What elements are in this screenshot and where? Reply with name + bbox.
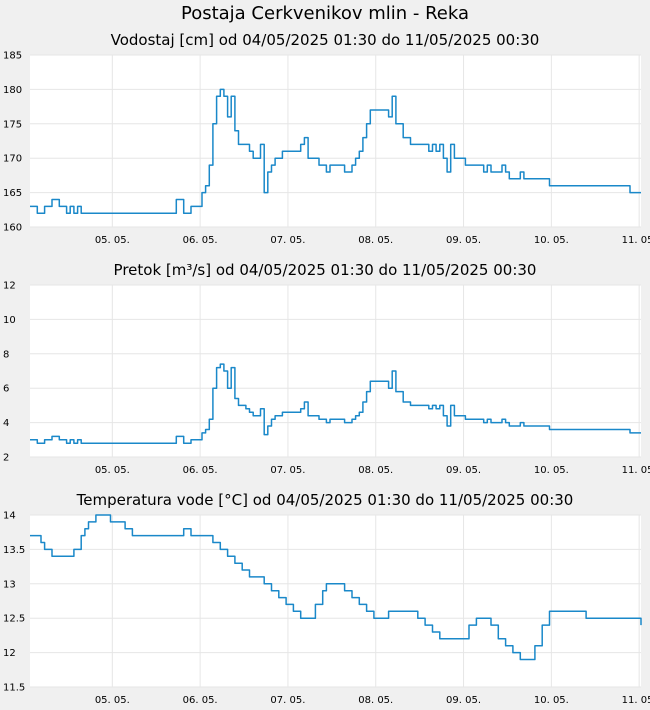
y-tick-label: 180 (3, 85, 22, 96)
y-tick-label: 165 (3, 188, 22, 199)
y-tick-label: 12 (3, 648, 16, 659)
x-tick-label: 09. 05. (446, 695, 481, 706)
x-tick-label: 06. 05. (183, 465, 218, 476)
y-tick-label: 12 (3, 281, 16, 292)
plot-area-temperatura (30, 515, 641, 687)
x-tick-label: 11. 05. (622, 235, 650, 246)
x-tick-label: 05. 05. (95, 465, 130, 476)
x-tick-label: 10. 05. (534, 695, 569, 706)
x-tick-label: 05. 05. (95, 235, 130, 246)
y-tick-label: 8 (3, 349, 9, 360)
y-tick-label: 175 (3, 119, 22, 130)
x-tick-label: 10. 05. (534, 465, 569, 476)
x-tick-label: 08. 05. (358, 235, 393, 246)
x-tick-label: 07. 05. (270, 235, 305, 246)
y-tick-label: 11.5 (3, 683, 25, 694)
y-tick-label: 4 (3, 418, 9, 429)
y-tick-label: 13 (3, 579, 16, 590)
series-line-pretok (30, 363, 641, 444)
x-tick-label: 09. 05. (446, 235, 481, 246)
plot-area-pretok (30, 285, 641, 457)
x-tick-label: 11. 05. (622, 695, 650, 706)
y-tick-label: 2 (3, 453, 9, 464)
y-tick-label: 13.5 (3, 545, 25, 556)
page-title: Postaja Cerkvenikov mlin - Reka (180, 3, 469, 24)
x-tick-label: 07. 05. (270, 465, 305, 476)
y-tick-label: 10 (3, 315, 16, 326)
y-tick-label: 14 (3, 511, 16, 522)
y-tick-label: 160 (3, 223, 22, 234)
x-tick-label: 05. 05. (95, 695, 130, 706)
x-tick-label: 10. 05. (534, 235, 569, 246)
x-tick-label: 06. 05. (183, 695, 218, 706)
x-tick-label: 09. 05. (446, 465, 481, 476)
series-line-temperatura (30, 514, 642, 661)
x-tick-label: 08. 05. (358, 465, 393, 476)
y-tick-label: 6 (3, 384, 9, 395)
series-line-vodostaj (30, 88, 641, 214)
y-tick-label: 12.5 (3, 614, 25, 625)
chart-pretok: 2 4 6 8 10 12 05. 05. 06. 05. 07. 05. 08. 05. 09. … (3, 281, 650, 477)
x-tick-label: 08. 05. (358, 695, 393, 706)
chart-title-pretok: Pretok [m³/s] od 04/05/2025 01:30 do 11/… (113, 261, 537, 279)
plot-area-vodostaj (30, 55, 641, 227)
x-tick-label: 07. 05. (270, 695, 305, 706)
x-tick-label: 11. 05. (622, 465, 650, 476)
y-tick-label: 185 (3, 51, 22, 62)
chart-title-temperatura: Temperatura vode [°C] od 04/05/2025 01:3… (76, 491, 574, 509)
chart-vodostaj: 160 165 170 175 180 185 05. 05. 06. 05. 07. 05. 0… (3, 51, 650, 247)
chart-title-vodostaj: Vodostaj [cm] od 04/05/2025 01:30 do 11/… (110, 31, 540, 49)
y-tick-label: 170 (3, 154, 22, 165)
x-tick-label: 06. 05. (183, 235, 218, 246)
